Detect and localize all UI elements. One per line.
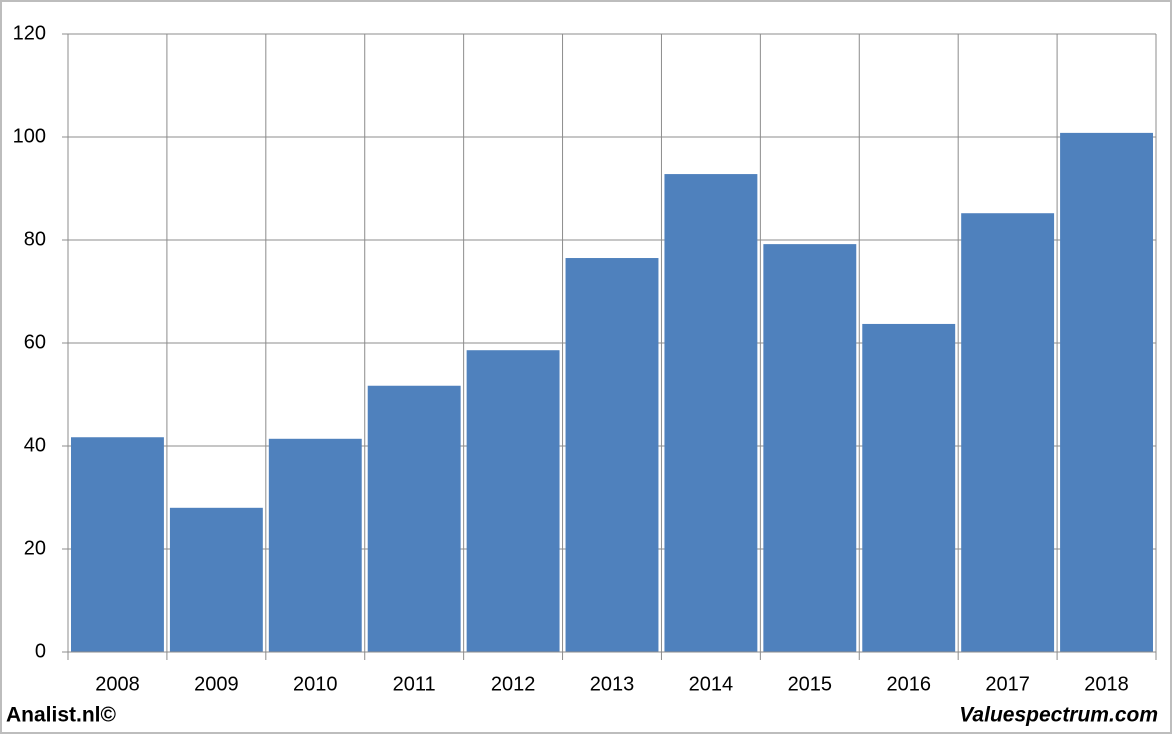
y-tick-label: 0 [35, 640, 46, 662]
x-tick-label: 2017 [985, 673, 1030, 695]
bar [268, 438, 362, 652]
y-tick-label: 40 [24, 434, 46, 456]
y-tick-label: 60 [24, 331, 46, 353]
bar [71, 437, 164, 652]
x-tick-label: 2018 [1084, 673, 1129, 695]
footer-left: Analist.nl© [6, 704, 117, 727]
x-tick-label: 2008 [95, 673, 140, 695]
y-tick-label: 20 [24, 537, 46, 559]
x-tick-label: 2013 [590, 673, 635, 695]
x-tick-label: 2016 [886, 673, 931, 695]
bar [466, 350, 560, 652]
x-tick-label: 2009 [194, 673, 239, 695]
footer-right: Valuespectrum.com [959, 704, 1158, 727]
bar [961, 213, 1055, 652]
bar [367, 385, 461, 652]
x-tick-label: 2015 [788, 673, 833, 695]
y-tick-label: 100 [13, 125, 46, 147]
bar [664, 174, 758, 652]
bar [169, 507, 263, 652]
bar [763, 244, 857, 652]
x-tick-label: 2010 [293, 673, 338, 695]
y-tick-label: 80 [24, 228, 46, 250]
bar [862, 323, 956, 652]
bar [565, 258, 659, 652]
x-tick-label: 2014 [689, 673, 734, 695]
x-tick-label: 2011 [393, 673, 436, 695]
x-tick-label: 2012 [491, 673, 536, 695]
bar [1060, 132, 1153, 652]
y-tick-label: 120 [13, 22, 46, 44]
